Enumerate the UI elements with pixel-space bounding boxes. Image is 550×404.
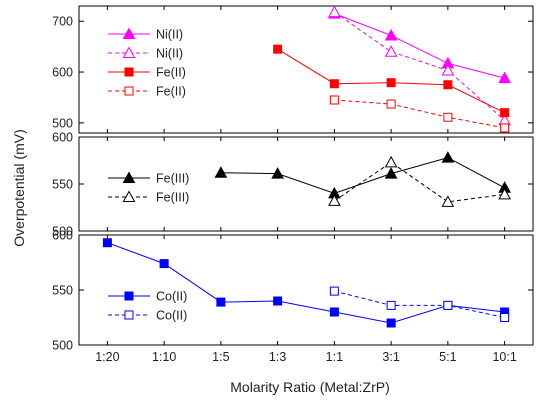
y-tick-label: 500 <box>52 339 73 353</box>
legend-marker <box>124 291 134 301</box>
series-line <box>220 157 505 194</box>
y-tick-label: 700 <box>52 15 73 29</box>
legend-marker <box>122 171 136 183</box>
x-tick-label: 1:3 <box>269 350 286 364</box>
y-axis-title: Overpotential (mV) <box>11 129 27 246</box>
legend-label: Fe(II) <box>156 66 186 80</box>
data-point <box>500 108 510 118</box>
data-point <box>384 45 398 57</box>
data-point <box>328 194 341 206</box>
panel-3-frame <box>78 234 534 346</box>
legend-label: Fe(III) <box>156 191 189 205</box>
data-point <box>386 78 396 88</box>
x-tick-label: 1:1 <box>326 350 343 364</box>
y-tick-label: 550 <box>52 178 73 192</box>
data-point <box>500 313 510 322</box>
series-line <box>334 13 505 79</box>
data-point <box>386 318 396 328</box>
series-line <box>107 242 505 324</box>
data-point <box>328 5 341 18</box>
data-point <box>329 95 339 105</box>
panel-3: 500 550 600 Co(II) Co(II) <box>52 229 534 353</box>
data-point <box>271 167 284 179</box>
series-ni-ii--filled <box>328 7 511 84</box>
data-point <box>498 187 511 200</box>
data-point <box>498 71 511 84</box>
data-point <box>329 307 339 317</box>
panel-1: 500 600 700 Ni(II) Ni(II) Fe(II) Fe(II) <box>52 5 534 134</box>
legend-marker <box>122 190 136 202</box>
legend-label: Fe(II) <box>156 85 186 99</box>
x-tick-label: 5:1 <box>439 350 456 364</box>
data-point <box>443 300 453 310</box>
series-line <box>334 99 505 129</box>
data-point <box>441 63 455 76</box>
series-co-ii--open <box>329 286 510 322</box>
y-tick-label: 500 <box>52 116 73 130</box>
data-point <box>386 300 396 310</box>
legend-marker <box>124 67 134 77</box>
legend-label: Ni(II) <box>156 47 183 61</box>
data-point <box>384 28 398 41</box>
series-fe-iii--open <box>328 155 511 207</box>
y-tick-label: 600 <box>52 131 73 145</box>
data-point <box>384 167 398 179</box>
data-point <box>443 80 453 90</box>
series-line <box>334 161 505 203</box>
series-line <box>334 290 505 318</box>
legend-marker <box>124 86 134 96</box>
data-point <box>102 238 112 248</box>
series-fe-iii--filled <box>214 151 511 199</box>
data-point <box>384 155 398 168</box>
data-point <box>500 123 510 133</box>
series-fe-ii--filled <box>273 44 510 118</box>
legend-label: Co(II) <box>156 290 187 304</box>
y-tick-label: 500 <box>52 225 73 239</box>
x-tick-label: 10:1 <box>492 350 516 364</box>
data-point <box>443 112 453 122</box>
legend-label: Ni(II) <box>156 28 183 42</box>
legend-marker <box>122 46 136 58</box>
y-tick-label: 600 <box>52 66 73 80</box>
data-point <box>273 44 283 54</box>
x-tick-label: 1:20 <box>95 350 119 364</box>
x-tick-label: 1:10 <box>152 350 176 364</box>
y-tick-label: 550 <box>52 284 73 298</box>
data-point <box>329 79 339 89</box>
data-point <box>386 99 396 109</box>
x-tick-label: 3:1 <box>382 350 399 364</box>
legend-label: Fe(III) <box>156 172 189 186</box>
series-line <box>334 11 505 121</box>
x-tick-label: 1:5 <box>212 350 229 364</box>
data-point <box>441 195 455 207</box>
data-point <box>159 259 169 269</box>
x-axis-title: Molarity Ratio (Metal:ZrP) <box>230 379 389 395</box>
legend-marker <box>122 27 136 39</box>
series-ni-ii--open <box>328 5 511 126</box>
panel-1-frame <box>78 5 534 134</box>
y-tick-label: 600 <box>52 229 73 243</box>
legend-marker <box>124 310 134 320</box>
panel-2: 500 550 600 Fe(III) Fe(III) <box>52 131 534 239</box>
data-point <box>214 166 228 178</box>
data-point <box>273 296 283 306</box>
data-point <box>329 286 339 296</box>
legend-label: Co(II) <box>156 309 187 323</box>
series-fe-ii--open <box>329 95 510 133</box>
data-point <box>441 151 455 163</box>
data-point <box>216 297 226 307</box>
